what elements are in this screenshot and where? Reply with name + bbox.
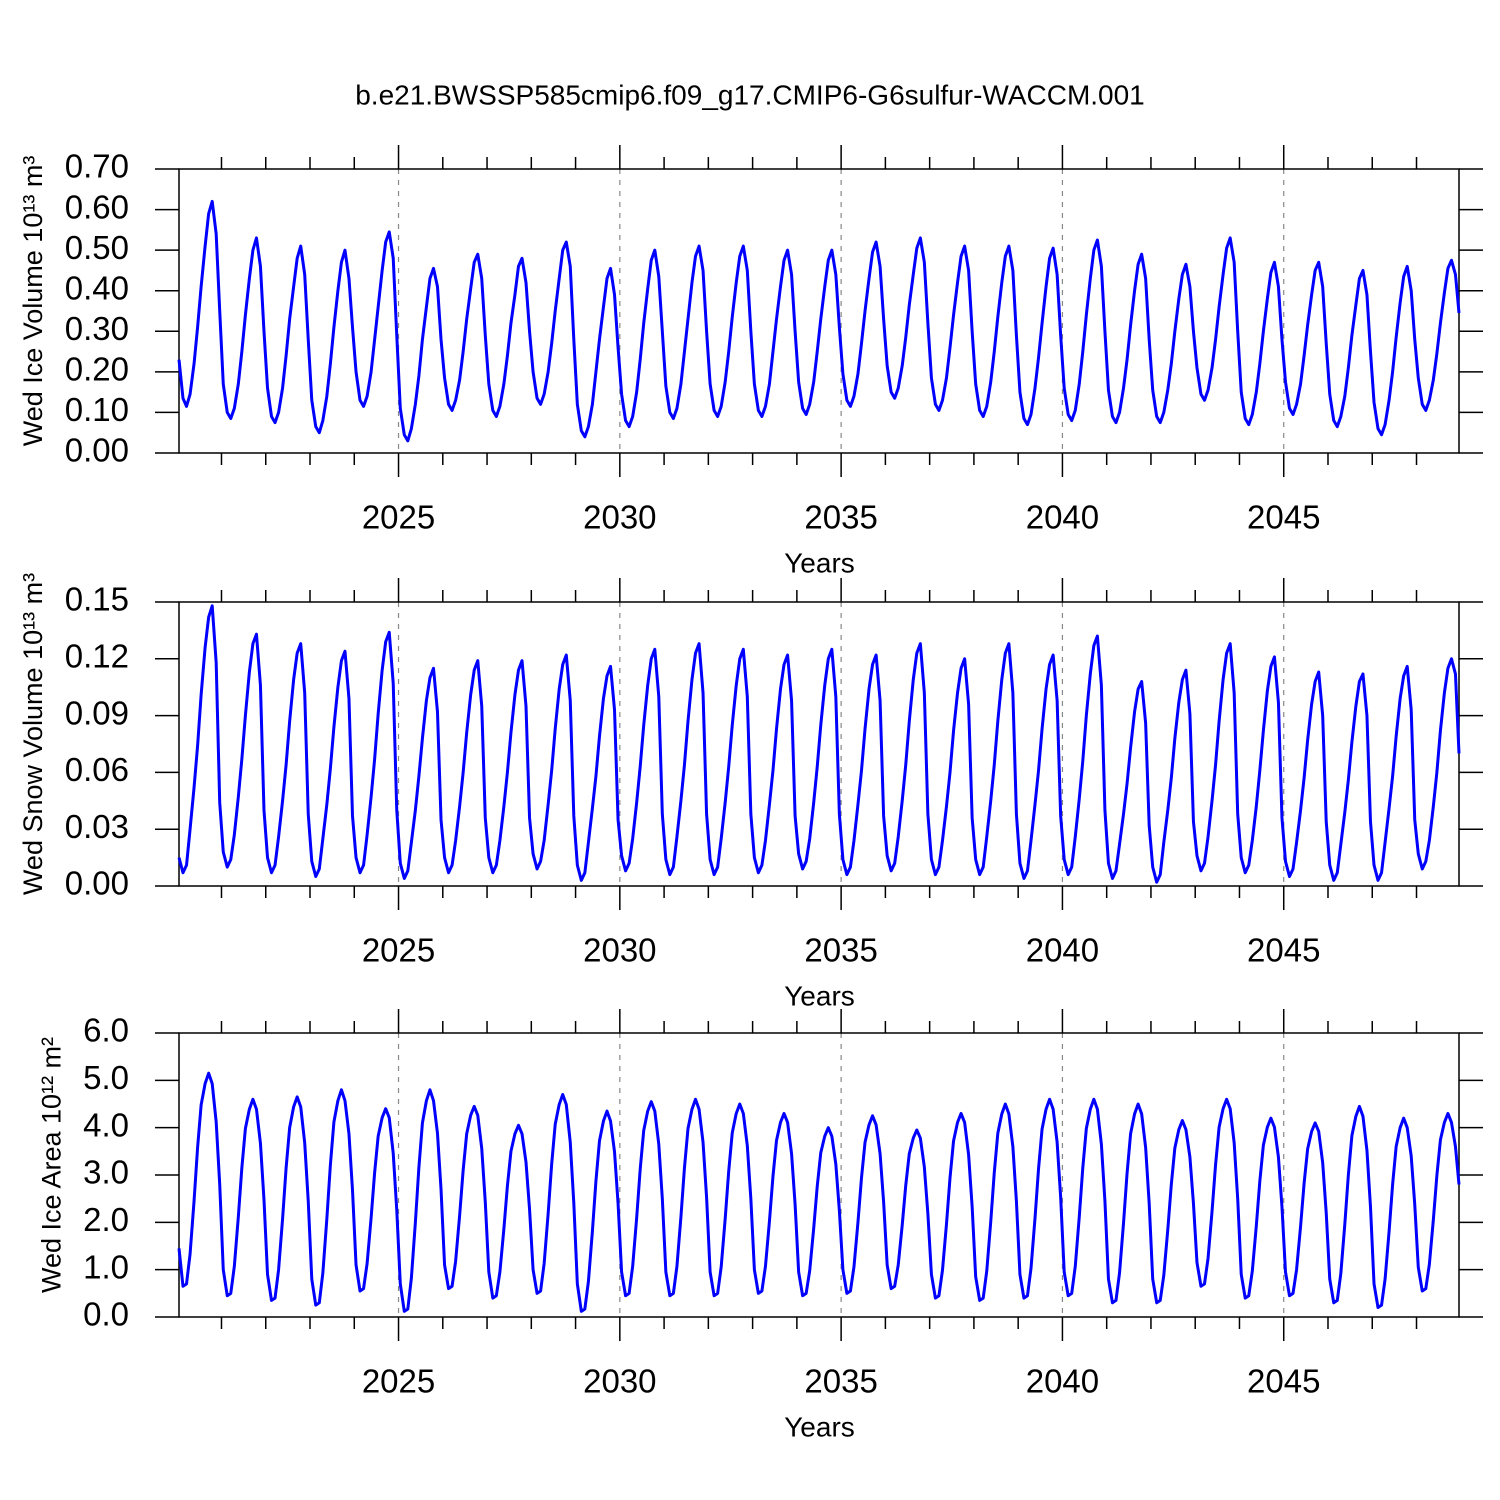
y-axis-label: Wed Ice Volume 10¹³ m³	[18, 156, 48, 447]
panel: 2025 2030 2035 2040 2045 0.0 1.0 2.0 3.0 4.0 5.0 6.…	[36, 1009, 1483, 1442]
y-tick-label: 0.50	[65, 229, 129, 266]
x-tick-label: 2030	[583, 499, 656, 536]
y-tick-label: 3.0	[83, 1154, 129, 1191]
y-tick-label: 0.10	[65, 391, 129, 428]
y-tick-label: 0.09	[65, 694, 129, 731]
x-tick-label: 2040	[1026, 932, 1099, 969]
x-tick-label: 2045	[1247, 499, 1320, 536]
y-tick-label: 0.00	[65, 865, 129, 902]
y-tick-label: 1.0	[83, 1248, 129, 1285]
chart-title: b.e21.BWSSP585cmip6.f09_g17.CMIP6-G6sulf…	[355, 79, 1145, 110]
y-tick-label: 4.0	[83, 1106, 129, 1143]
y-tick-label: 0.00	[65, 432, 129, 469]
x-tick-label: 2040	[1026, 1363, 1099, 1400]
x-tick-label: 2035	[804, 932, 877, 969]
data-line	[177, 199, 1461, 443]
x-tick-label: 2025	[362, 1363, 435, 1400]
x-axis-label: Years	[784, 547, 855, 578]
x-tick-label: 2025	[362, 932, 435, 969]
y-tick-label: 5.0	[83, 1059, 129, 1096]
x-tick-label: 2045	[1247, 1363, 1320, 1400]
x-tick-label: 2040	[1026, 499, 1099, 536]
data-line	[177, 604, 1461, 884]
y-tick-label: 0.12	[65, 638, 129, 675]
y-tick-label: 0.70	[65, 148, 129, 185]
y-tick-label: 0.15	[65, 581, 129, 618]
y-tick-label: 6.0	[83, 1012, 129, 1049]
x-tick-label: 2025	[362, 499, 435, 536]
y-tick-label: 0.06	[65, 751, 129, 788]
data-line	[177, 1071, 1461, 1313]
x-tick-label: 2030	[583, 932, 656, 969]
x-axis-label: Years	[784, 980, 855, 1011]
y-tick-label: 2.0	[83, 1201, 129, 1238]
y-axis-label: Wed Snow Volume 10¹³ m³	[18, 573, 48, 895]
x-axis-label: Years	[784, 1411, 855, 1442]
y-tick-label: 0.03	[65, 808, 129, 845]
y-tick-label: 0.0	[83, 1296, 129, 1333]
x-tick-label: 2035	[804, 499, 877, 536]
x-tick-label: 2035	[804, 1363, 877, 1400]
y-tick-label: 0.20	[65, 351, 129, 388]
y-axis-label: Wed Ice Area 10¹² m²	[36, 1037, 66, 1293]
panel: 2025 2030 2035 2040 2045 0.00 0.100.20 0.30 0.40…	[18, 145, 1483, 578]
panel: 2025 2030 2035 2040 2045 0.00 0.03 0.06 0.09 0.12…	[18, 573, 1483, 1011]
x-tick-label: 2045	[1247, 932, 1320, 969]
y-tick-label: 0.40	[65, 269, 129, 306]
x-tick-label: 2030	[583, 1363, 656, 1400]
y-tick-label: 0.30	[65, 310, 129, 347]
y-tick-label: 0.60	[65, 188, 129, 225]
